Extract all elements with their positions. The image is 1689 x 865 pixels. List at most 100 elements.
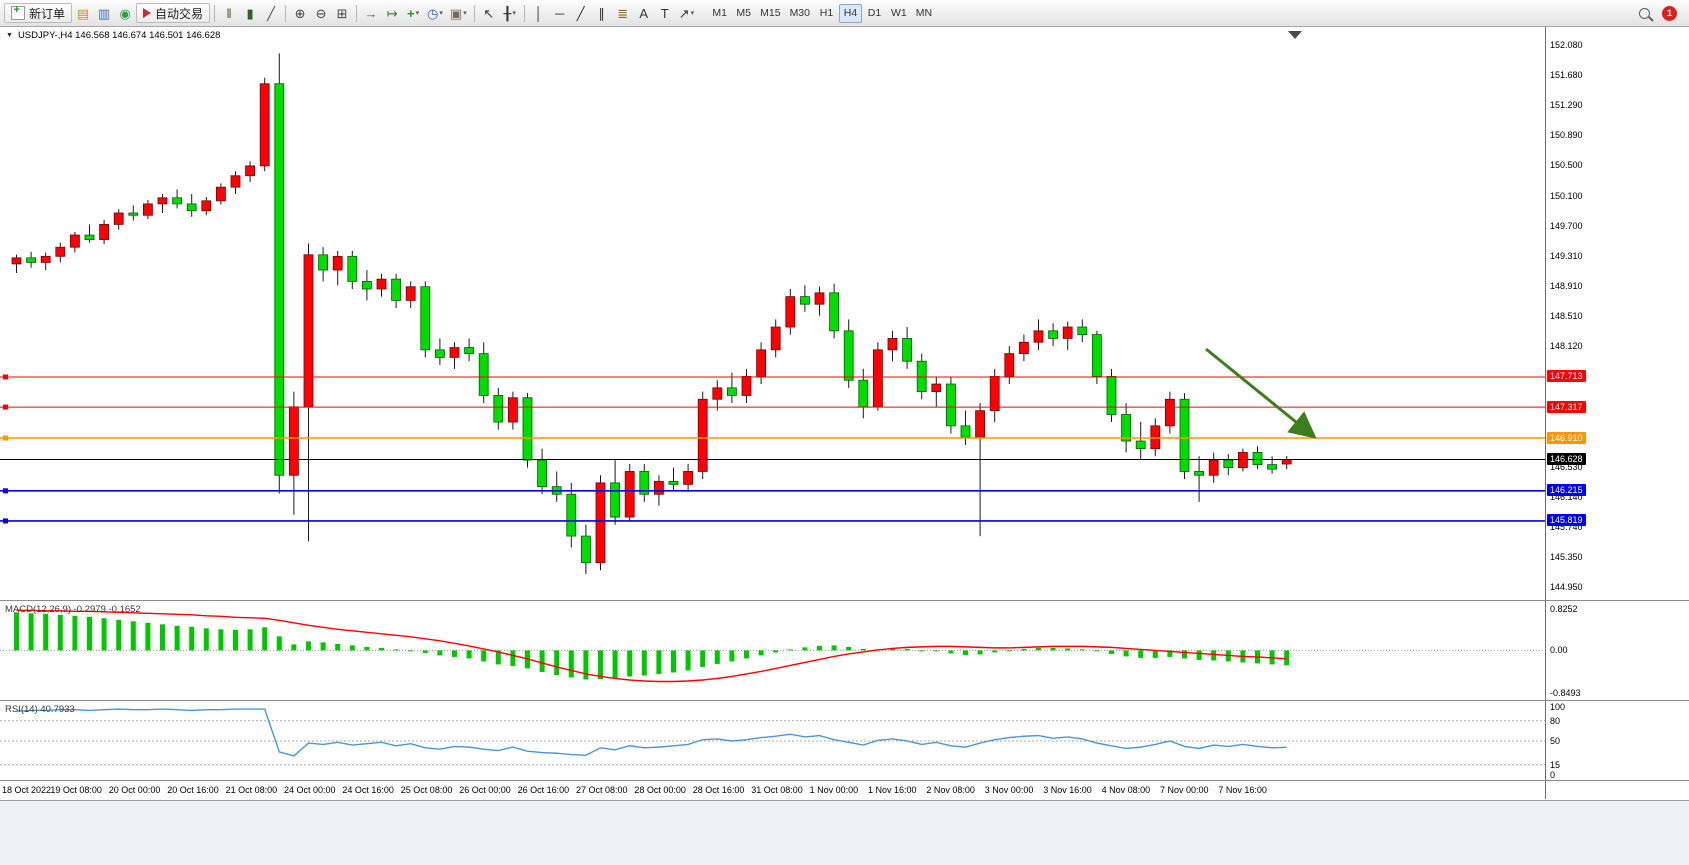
cursor-button[interactable]: ↖: [479, 3, 499, 23]
templates-icon: ▣: [449, 5, 463, 21]
time-tick: 26 Oct 00:00: [459, 785, 511, 795]
market-watch-icon: ◉: [119, 5, 131, 21]
bottom-filler: [0, 800, 1689, 865]
timeframe-h4-button[interactable]: H4: [839, 3, 862, 23]
fibonacci-button[interactable]: ≣: [613, 3, 633, 23]
chart-window: ▼ USDJPY-,H4 146.568 146.674 146.501 146…: [0, 27, 1689, 865]
time-tick: 27 Oct 08:00: [576, 785, 628, 795]
periods-button[interactable]: ◷ ▾: [424, 3, 446, 23]
indicators-icon: +: [406, 5, 415, 21]
tile-windows-button[interactable]: ⊞: [332, 3, 352, 23]
new-order-icon: [11, 4, 25, 20]
panel-divider-rsi[interactable]: [0, 700, 1689, 701]
time-tick: 7 Nov 00:00: [1160, 785, 1209, 795]
trend-arrow: [1205, 347, 1317, 439]
macd-signal-line: [16, 609, 1287, 683]
time-tick: 7 Nov 16:00: [1218, 785, 1267, 795]
chart-ohlc-info: USDJPY-,H4 146.568 146.674 146.501 146.6…: [17, 30, 221, 41]
horizontal-line-button[interactable]: ─: [550, 3, 570, 23]
price-axis[interactable]: 152.080 151.680 151.290 150.890 150.500 150.1…: [1545, 27, 1689, 799]
label-button[interactable]: T: [655, 3, 675, 23]
new-order-label: 新订单: [29, 6, 66, 21]
zoom-out-button[interactable]: ⊖: [311, 3, 331, 23]
chart-shift-button[interactable]: ↦: [382, 3, 402, 23]
templates-button[interactable]: ▣ ▾: [447, 3, 470, 23]
line-chart-button[interactable]: ╱: [261, 3, 281, 23]
profiles-icon: ▥: [97, 5, 111, 21]
time-tick: 24 Oct 00:00: [284, 785, 336, 795]
new-order-button[interactable]: 新订单: [4, 3, 73, 23]
bars-chart-button[interactable]: ‖: [219, 3, 239, 23]
charts-button[interactable]: ▤: [73, 3, 93, 23]
price-chart[interactable]: [0, 27, 1545, 600]
auto-scroll-button[interactable]: →: [361, 3, 381, 23]
arrows-button[interactable]: ↗ ▾: [676, 3, 697, 23]
timeframe-h1-button[interactable]: H1: [815, 4, 838, 23]
timeframe-w1-button[interactable]: W1: [887, 4, 911, 23]
time-tick: 25 Oct 08:00: [400, 785, 453, 795]
price-tick: 149.700: [1550, 220, 1583, 231]
price-marker-147.317: 147.317: [1547, 400, 1586, 413]
time-tick: 24 Oct 16:00: [342, 785, 394, 795]
notification-badge[interactable]: 1: [1662, 5, 1677, 21]
toolbar-separator: [473, 4, 475, 22]
rsi-panel[interactable]: [0, 701, 1545, 779]
panel-divider-time: [0, 780, 1689, 781]
line-chart-icon: ╱: [267, 5, 275, 21]
bars-chart-icon: ‖: [226, 5, 232, 21]
time-tick: 2 Nov 08:00: [926, 785, 975, 795]
zoom-in-button[interactable]: ⊕: [290, 3, 310, 23]
rsi-line: [16, 708, 1287, 757]
autotrading-button[interactable]: 自动交易: [136, 3, 211, 23]
price-tick: 149.310: [1550, 250, 1583, 261]
timeframe-d1-button[interactable]: D1: [863, 4, 886, 23]
profiles-button[interactable]: ▥: [94, 3, 114, 23]
one-click-trading-toggle[interactable]: ▼: [6, 32, 13, 39]
dropdown-arrow-icon: ▾: [439, 10, 443, 17]
time-tick: 20 Oct 00:00: [108, 785, 161, 795]
time-axis[interactable]: 18 Oct 2022 19 Oct 08:00 20 Oct 00:00 20 Oc…: [0, 781, 1545, 799]
search-button[interactable]: [1634, 3, 1654, 23]
chart-plots[interactable]: ▼ USDJPY-,H4 146.568 146.674 146.501 146…: [0, 27, 1545, 799]
indicators-button[interactable]: + ▾: [403, 3, 423, 23]
time-tick: 31 Oct 08:00: [751, 785, 803, 795]
timeframe-m5-button[interactable]: M5: [732, 4, 755, 23]
toolbar-separator: [356, 4, 358, 22]
vertical-line-button[interactable]: │: [529, 3, 549, 23]
price-marker-146.628: 146.628: [1547, 452, 1586, 465]
macd-axis-tick: 0.00: [1550, 645, 1568, 656]
zoom-in-icon: ⊕: [294, 5, 306, 21]
timeframe-mn-button[interactable]: MN: [912, 4, 936, 23]
hline-146.910: [0, 435, 1545, 441]
rsi-axis-tick: 80: [1550, 715, 1561, 726]
price-tick: 150.890: [1550, 130, 1583, 141]
macd-axis-tick: -0.8493: [1550, 688, 1581, 698]
market-watch-button[interactable]: ◉: [115, 3, 135, 23]
dropdown-arrow-icon: ▾: [415, 10, 420, 17]
crosshair-button[interactable]: ╂ ▾: [500, 3, 520, 23]
macd-panel[interactable]: [0, 601, 1545, 699]
text-button[interactable]: A: [634, 3, 654, 23]
candles-chart-button[interactable]: ▮: [240, 3, 260, 23]
channel-button[interactable]: ∥: [592, 3, 612, 23]
hline-147.713: [0, 374, 1545, 380]
arrows-icon: ↗: [678, 5, 690, 21]
trendline-button[interactable]: ╱: [571, 3, 591, 23]
rsi-axis-tick: 100: [1550, 702, 1566, 712]
price-tick: 145.350: [1550, 551, 1583, 562]
search-icon: [1638, 7, 1650, 19]
channel-icon: ∥: [598, 5, 605, 21]
time-tick: 1 Nov 00:00: [809, 785, 859, 795]
chart-shift-marker: [1288, 31, 1302, 39]
macd-histogram: [14, 612, 1290, 680]
timeframe-m1-button[interactable]: M1: [708, 4, 731, 23]
timeframe-m15-button[interactable]: M15: [756, 4, 784, 23]
panel-divider-macd[interactable]: [0, 600, 1689, 601]
time-tick: 21 Oct 08:00: [225, 785, 278, 795]
timeframe-m30-button[interactable]: M30: [786, 4, 814, 23]
toolbar-separator: [523, 4, 525, 22]
time-tick: 1 Nov 16:00: [868, 785, 917, 795]
time-tick: 3 Nov 16:00: [1043, 785, 1092, 795]
price-tick: 152.080: [1550, 40, 1583, 50]
time-tick: 3 Nov 00:00: [984, 785, 1034, 795]
